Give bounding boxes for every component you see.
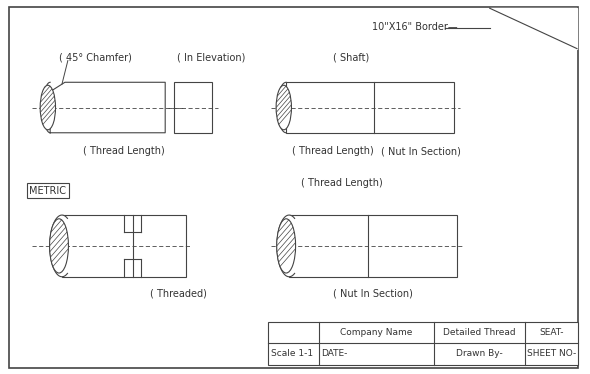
Ellipse shape xyxy=(276,85,291,130)
Bar xyxy=(174,82,212,133)
Bar xyxy=(289,215,457,277)
Text: ( Nut In Section): ( Nut In Section) xyxy=(333,289,413,298)
Text: METRIC: METRIC xyxy=(30,186,67,196)
Text: DATE-: DATE- xyxy=(322,349,348,358)
Text: Company Name: Company Name xyxy=(340,328,412,337)
Text: ( Thread Length): ( Thread Length) xyxy=(83,147,165,156)
Text: 10"X16" Border—: 10"X16" Border— xyxy=(372,22,457,32)
Polygon shape xyxy=(490,8,577,49)
Bar xyxy=(268,322,578,365)
Ellipse shape xyxy=(40,85,55,130)
Bar xyxy=(286,82,454,133)
Text: ( Threaded): ( Threaded) xyxy=(150,289,207,298)
Text: SHEET NO-: SHEET NO- xyxy=(527,349,576,358)
Ellipse shape xyxy=(277,219,296,273)
Bar xyxy=(62,215,186,277)
Ellipse shape xyxy=(50,215,74,277)
Text: ( Thread Length): ( Thread Length) xyxy=(292,147,374,156)
Text: Scale 1-1: Scale 1-1 xyxy=(271,349,313,358)
Text: SEAT-: SEAT- xyxy=(539,328,564,337)
Text: ( In Elevation): ( In Elevation) xyxy=(177,53,245,63)
Text: ( Nut In Section): ( Nut In Section) xyxy=(381,147,460,156)
Text: ( Thread Length): ( Thread Length) xyxy=(301,178,383,188)
Text: ( Shaft): ( Shaft) xyxy=(333,53,369,63)
Polygon shape xyxy=(50,82,165,133)
Text: ( 45° Chamfer): ( 45° Chamfer) xyxy=(59,53,132,63)
Ellipse shape xyxy=(277,215,301,277)
Text: Detailed Thread: Detailed Thread xyxy=(443,328,516,337)
Ellipse shape xyxy=(50,219,68,273)
Text: Drawn By-: Drawn By- xyxy=(456,349,503,358)
